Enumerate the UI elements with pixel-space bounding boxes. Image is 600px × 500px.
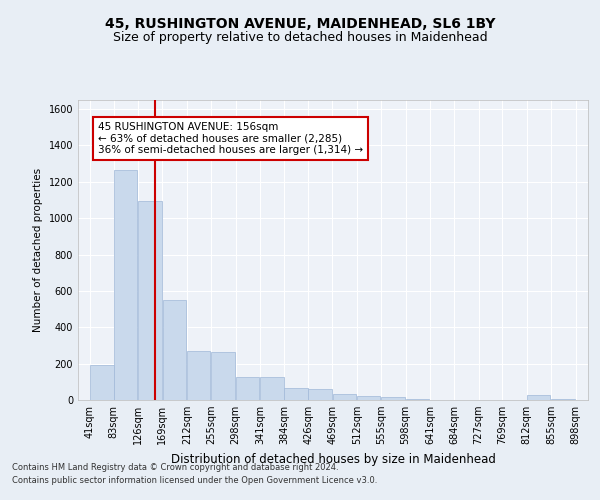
Text: Contains HM Land Registry data © Crown copyright and database right 2024.: Contains HM Land Registry data © Crown c… <box>12 462 338 471</box>
X-axis label: Distribution of detached houses by size in Maidenhead: Distribution of detached houses by size … <box>170 452 496 466</box>
Bar <box>187 351 211 400</box>
Bar <box>163 300 186 400</box>
Text: Size of property relative to detached houses in Maidenhead: Size of property relative to detached ho… <box>113 31 487 44</box>
Bar <box>284 388 308 400</box>
Bar <box>236 378 259 400</box>
Bar <box>138 201 162 400</box>
Y-axis label: Number of detached properties: Number of detached properties <box>33 168 43 332</box>
Bar <box>90 364 113 400</box>
Bar <box>308 389 332 400</box>
Bar <box>114 170 137 400</box>
Bar <box>357 396 380 400</box>
Bar <box>382 398 405 400</box>
Text: 45 RUSHINGTON AVENUE: 156sqm
← 63% of detached houses are smaller (2,285)
36% of: 45 RUSHINGTON AVENUE: 156sqm ← 63% of de… <box>98 122 363 155</box>
Bar <box>260 378 284 400</box>
Bar <box>527 394 550 400</box>
Bar <box>211 352 235 400</box>
Text: Contains public sector information licensed under the Open Government Licence v3: Contains public sector information licen… <box>12 476 377 485</box>
Bar <box>551 399 575 400</box>
Bar <box>406 399 429 400</box>
Text: 45, RUSHINGTON AVENUE, MAIDENHEAD, SL6 1BY: 45, RUSHINGTON AVENUE, MAIDENHEAD, SL6 1… <box>105 18 495 32</box>
Bar <box>332 394 356 400</box>
